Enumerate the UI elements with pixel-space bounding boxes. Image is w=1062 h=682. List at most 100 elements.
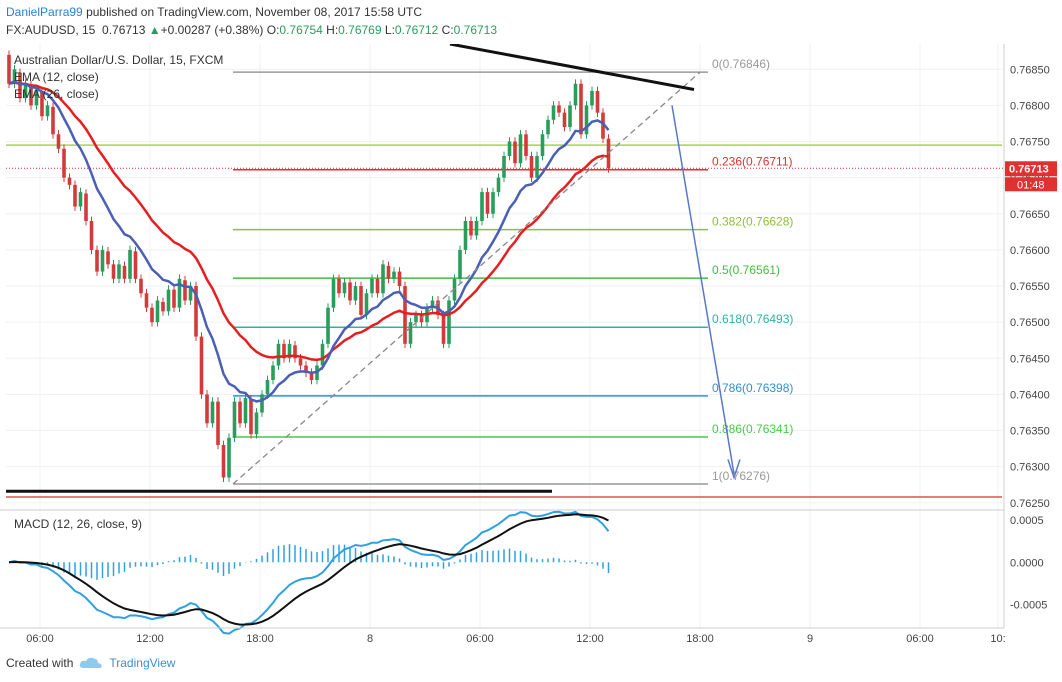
candle-body (551, 105, 556, 120)
candle-body (370, 278, 374, 294)
candle-body (122, 265, 127, 279)
candle-body (172, 289, 176, 308)
footer: Created with TradingView (6, 656, 175, 670)
price-change: +0.00287 (+0.38%) (160, 23, 264, 37)
price-tick-label: 0.76250 (1010, 498, 1050, 510)
macd-line (8, 510, 610, 635)
time-tick-label: 18:00 (686, 633, 714, 645)
candle-body (188, 286, 193, 301)
candle-body (183, 280, 187, 301)
price-tick-label: 0.76550 (1010, 281, 1050, 293)
tradingview-brand[interactable]: TradingView (109, 656, 176, 670)
candle-body (562, 112, 567, 128)
chart-grid (0, 44, 1004, 628)
fib-level-label: 0(0.76846) (712, 57, 770, 71)
ema26-line (8, 81, 609, 362)
fib-level-label: 0.5(0.76561) (712, 263, 780, 277)
author-link[interactable]: DanielParra99 (6, 5, 83, 19)
fib-level-label: 0.618(0.76493) (712, 312, 793, 326)
candle-body (386, 265, 391, 279)
candle-body (342, 282, 347, 294)
candle-body (513, 141, 517, 164)
candle-body (326, 307, 330, 344)
candle-body (194, 286, 198, 337)
candle-body (40, 90, 44, 117)
price-tick-label: 0.76450 (1010, 353, 1050, 365)
candle-body (331, 278, 336, 308)
time-tick-label: 06:00 (906, 633, 934, 645)
candle-body (271, 365, 275, 380)
time-tick-label: 06:00 (466, 633, 494, 645)
candle-body (546, 119, 550, 135)
candle-body (441, 314, 446, 344)
candle-body (524, 134, 528, 156)
candle-body (452, 278, 457, 301)
symbol-line: FX:AUDUSD, 15 0.76713 ▲+0.00287 (+0.38%)… (6, 23, 497, 37)
candle-body (205, 394, 209, 424)
fib-level-label: 0.786(0.76398) (712, 381, 793, 395)
candle-body (7, 54, 11, 84)
high-value: 0.76769 (338, 23, 382, 37)
trend-drawings[interactable] (232, 44, 741, 485)
candle-body (590, 90, 594, 106)
resistance-trend-line (449, 44, 695, 91)
open-label: O: (266, 23, 280, 37)
candle-body (56, 134, 61, 149)
candle-body (232, 401, 237, 438)
publish-line: DanielParra99 published on TradingView.c… (6, 5, 422, 19)
open-value: 0.76754 (279, 23, 323, 37)
candle-body (23, 83, 28, 99)
candle-body (403, 286, 407, 344)
projection-arrow (671, 105, 735, 475)
candle-body (474, 221, 479, 236)
candle-body (584, 105, 589, 135)
candle-body (348, 282, 352, 301)
candle-body (199, 336, 204, 395)
candle-body (111, 264, 116, 279)
candle-body (161, 301, 165, 312)
candle-body (491, 192, 495, 214)
candle-body (337, 278, 341, 294)
macd-tick-label: 0.0000 (1010, 557, 1044, 569)
candle-body (309, 372, 314, 380)
ema12-line (8, 80, 610, 403)
candle-body (12, 69, 17, 84)
candle-body (133, 251, 138, 279)
candle-body (260, 394, 264, 413)
created-with-label: Created with (6, 656, 74, 670)
fib-retracement[interactable]: 0(0.76846) 0.236(0.76711) 0.382(0.76628) 0.… (233, 57, 793, 485)
price-tick-label: 0.76400 (1010, 389, 1050, 401)
price-tick-label: 0.76600 (1010, 245, 1050, 257)
candle-body (249, 399, 253, 435)
time-tick-label: 10: (990, 633, 1005, 645)
publish-info: published on TradingView.com, November 0… (86, 5, 423, 19)
candle-body (265, 379, 270, 395)
candle-body (320, 343, 325, 366)
candle-body (84, 193, 88, 222)
candle-body (238, 401, 242, 424)
candle-body (144, 293, 149, 308)
ema-lines (8, 80, 610, 403)
candle-body (95, 249, 99, 272)
candle-body (573, 83, 578, 106)
price-tick-label: 0.76500 (1010, 317, 1050, 329)
low-value: 0.76712 (394, 23, 439, 37)
time-tick-label: 18:00 (246, 633, 274, 645)
candle-body (29, 85, 33, 106)
high-label: H: (326, 23, 339, 37)
price-chart[interactable]: 0(0.76846) 0.236(0.76711) 0.382(0.76628) 0.… (0, 44, 1062, 652)
price-tick-label: 0.76750 (1010, 137, 1050, 149)
time-tick-label: 12:00 (136, 633, 164, 645)
candle-body (601, 112, 605, 139)
candle-body (282, 343, 286, 359)
candle-body (392, 271, 396, 279)
candlestick-series (7, 50, 611, 482)
candle-body (359, 286, 363, 315)
candle-body (518, 134, 523, 164)
axes: 0.768500.768000.767500.767000.766500.766… (0, 44, 1057, 645)
candle-body (18, 72, 22, 99)
candle-body (557, 105, 561, 113)
candle-body (529, 155, 534, 178)
candle-body (375, 278, 380, 294)
time-tick-label: 06:00 (26, 633, 54, 645)
